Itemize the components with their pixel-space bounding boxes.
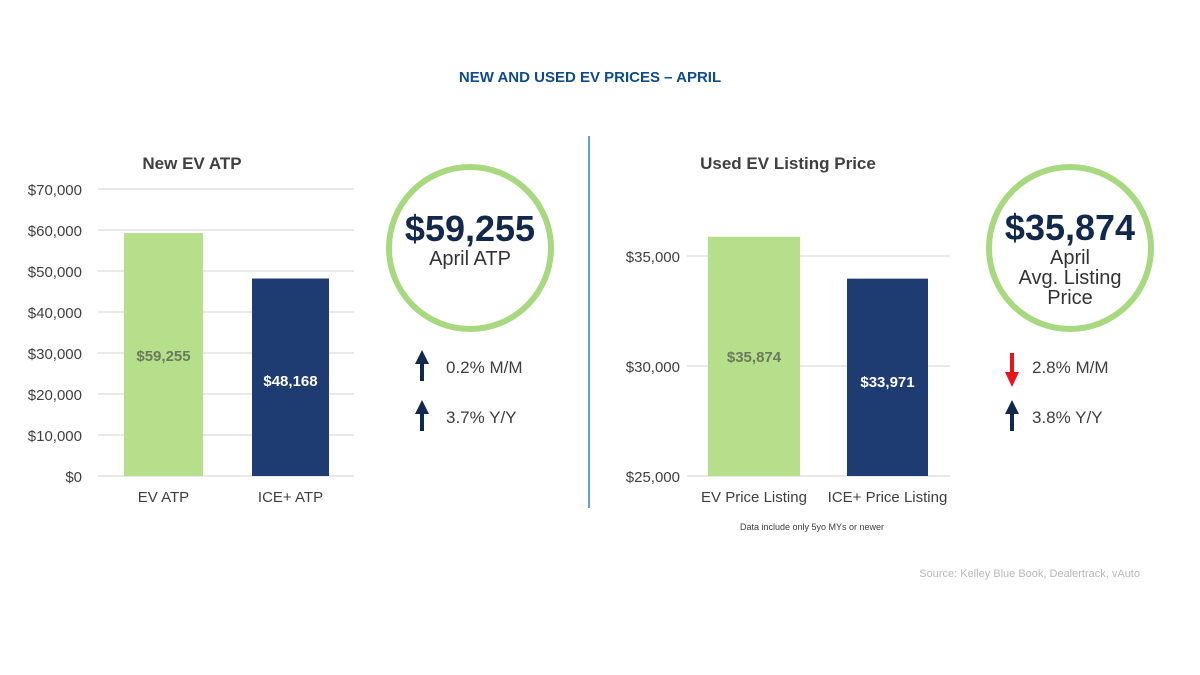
y-tick-label: $70,000 bbox=[28, 182, 82, 199]
highlight-circle bbox=[386, 164, 554, 332]
x-category-label: ICE+ ATP bbox=[258, 489, 323, 506]
data-label: $48,168 bbox=[263, 373, 317, 390]
arrow-up-icon bbox=[415, 400, 429, 431]
y-tick-label: $30,000 bbox=[626, 359, 680, 376]
arrow-down-icon bbox=[1005, 353, 1019, 387]
change-text: 0.2% M/M bbox=[446, 358, 523, 377]
arrow-up-icon bbox=[415, 350, 429, 381]
bar-ice-price-listing bbox=[847, 278, 928, 476]
x-category-label: EV Price Listing bbox=[701, 489, 807, 506]
callout-caption: Price bbox=[1047, 287, 1093, 309]
bar-ev-price-listing bbox=[708, 236, 800, 476]
data-label: $35,874 bbox=[727, 349, 782, 366]
chart-title: Used EV Listing Price bbox=[700, 154, 876, 173]
callout-value: $59,255 bbox=[405, 208, 535, 249]
data-label: $33,971 bbox=[860, 374, 914, 391]
x-category-label: EV ATP bbox=[138, 489, 189, 506]
highlight-circle bbox=[986, 164, 1154, 332]
y-tick-label: $0 bbox=[65, 469, 82, 486]
callout-caption: April ATP bbox=[429, 248, 511, 270]
callout-value: $35,874 bbox=[1005, 207, 1135, 248]
change-text: 3.8% Y/Y bbox=[1032, 408, 1103, 427]
y-tick-label: $10,000 bbox=[28, 428, 82, 445]
change-text: 3.7% Y/Y bbox=[446, 408, 517, 427]
bar-ev-atp bbox=[124, 233, 203, 476]
source-note: Source: Kelley Blue Book, Dealertrack, v… bbox=[919, 568, 1140, 580]
change-text: 2.8% M/M bbox=[1032, 358, 1109, 377]
y-tick-label: $20,000 bbox=[28, 387, 82, 404]
data-label: $59,255 bbox=[136, 348, 190, 365]
callout-caption: Avg. Listing bbox=[1018, 267, 1121, 289]
bar-chart-2: Used EV Listing Price $25,000 $30,000 $35,0… bbox=[626, 154, 950, 532]
bar-chart-1: New EV ATP $0 $10,000 $20,000 $30,000 $40,000… bbox=[28, 154, 354, 506]
callout-caption: April bbox=[1050, 247, 1090, 269]
y-tick-label: $25,000 bbox=[626, 469, 680, 486]
y-tick-label: $50,000 bbox=[28, 264, 82, 281]
bar-ice-atp bbox=[252, 278, 329, 476]
page-title: NEW AND USED EV PRICES – APRIL bbox=[459, 69, 721, 86]
y-tick-label: $30,000 bbox=[28, 346, 82, 363]
chart-title: New EV ATP bbox=[142, 154, 241, 173]
data-note: Data include only 5yo MYs or newer bbox=[740, 522, 884, 532]
y-tick-label: $60,000 bbox=[28, 223, 82, 240]
y-tick-label: $35,000 bbox=[626, 249, 680, 266]
y-tick-label: $40,000 bbox=[28, 305, 82, 322]
arrow-up-icon bbox=[1005, 400, 1019, 431]
x-category-label: ICE+ Price Listing bbox=[828, 489, 948, 506]
